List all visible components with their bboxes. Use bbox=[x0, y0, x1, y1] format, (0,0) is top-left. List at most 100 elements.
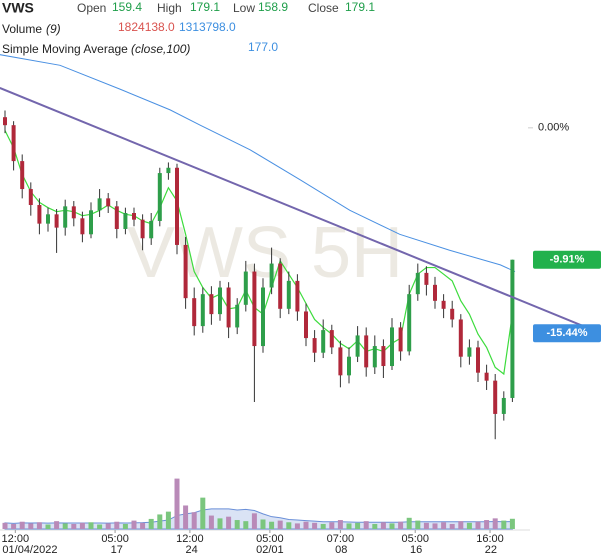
x-date-label: 02/01 bbox=[256, 544, 284, 556]
symbol: VWS bbox=[2, 0, 34, 16]
candle-body bbox=[261, 287, 265, 347]
trend-line bbox=[0, 86, 601, 335]
candle-body bbox=[89, 210, 93, 235]
volume-value: 1824138.0 bbox=[118, 20, 175, 34]
last-value-label: -9.91% bbox=[550, 254, 585, 266]
volume-bar bbox=[466, 522, 472, 529]
candle-body bbox=[441, 300, 446, 309]
candle-body bbox=[166, 167, 171, 174]
candle-body bbox=[510, 259, 515, 398]
volume-bar bbox=[286, 522, 292, 529]
volume-bar bbox=[200, 497, 206, 529]
sma-value: 177.0 bbox=[248, 40, 278, 54]
candle-body bbox=[458, 319, 463, 357]
candle-body bbox=[381, 346, 386, 367]
low-value: 158.9 bbox=[258, 0, 288, 14]
candle-body bbox=[243, 271, 248, 305]
x-date-label: 01/04/2022 bbox=[2, 544, 57, 556]
open-label: Open bbox=[77, 1, 106, 15]
candle-body bbox=[175, 167, 179, 245]
candle-body bbox=[183, 244, 188, 299]
volume-bar bbox=[54, 521, 60, 529]
last-value-box bbox=[533, 324, 601, 343]
candle-body bbox=[235, 304, 240, 328]
volume-bar bbox=[372, 523, 378, 529]
candle-body bbox=[269, 263, 274, 288]
volume-bar bbox=[217, 518, 223, 529]
volume-bar bbox=[320, 523, 326, 529]
candle-body bbox=[28, 189, 33, 206]
volume-ma-value: 1313798.0 bbox=[179, 20, 236, 34]
volume-bar bbox=[122, 523, 128, 529]
candle-body bbox=[390, 327, 394, 367]
volume-param: (9) bbox=[46, 22, 61, 36]
candle-body bbox=[63, 206, 68, 228]
sma-label: Simple Moving Average bbox=[2, 42, 128, 56]
volume-bar bbox=[131, 520, 137, 529]
volume-bar bbox=[97, 524, 103, 529]
high-value: 179.1 bbox=[190, 0, 220, 14]
x-tick-label: 12:00 bbox=[2, 533, 30, 545]
volume-bar bbox=[79, 522, 85, 529]
candle-body bbox=[433, 284, 437, 301]
volume-bar bbox=[62, 523, 68, 529]
volume-bar bbox=[174, 478, 180, 529]
volume-bar bbox=[441, 522, 447, 529]
x-date-label: 22 bbox=[485, 544, 497, 556]
candle-body bbox=[132, 213, 136, 220]
volume-bar bbox=[251, 513, 257, 529]
volume-bar bbox=[165, 511, 171, 529]
candle-body bbox=[295, 280, 300, 312]
candle-body bbox=[11, 125, 16, 162]
volume-bar bbox=[355, 522, 361, 529]
candle-body bbox=[407, 294, 412, 352]
volume-bar bbox=[449, 523, 455, 529]
volume-label: Volume bbox=[2, 22, 42, 36]
volume-bar bbox=[337, 520, 343, 529]
candle-body bbox=[200, 294, 205, 327]
candle-body bbox=[140, 219, 145, 239]
candle-body bbox=[149, 220, 154, 239]
candle-body bbox=[71, 206, 76, 219]
candle-body bbox=[338, 347, 343, 376]
candle-body bbox=[450, 308, 455, 320]
volume-bar bbox=[183, 505, 189, 529]
x-date-label: 16 bbox=[410, 544, 422, 556]
volume-bar bbox=[346, 523, 352, 529]
volume-bar bbox=[432, 523, 438, 529]
candle-body bbox=[493, 380, 498, 414]
volume-bar bbox=[191, 512, 197, 529]
volume-bar bbox=[484, 520, 490, 529]
candle-body bbox=[501, 397, 506, 414]
volume-bar bbox=[277, 520, 283, 529]
x-tick-label: 05:00 bbox=[401, 533, 429, 545]
volume-bar bbox=[140, 522, 146, 529]
volume-bar bbox=[105, 523, 111, 529]
candle-body bbox=[364, 335, 369, 368]
candle-body bbox=[46, 214, 50, 224]
volume-bar bbox=[19, 521, 25, 529]
volume-bar bbox=[389, 523, 395, 529]
candle-body bbox=[54, 214, 59, 228]
last-value-box bbox=[533, 250, 601, 269]
candle-body bbox=[424, 272, 429, 285]
volume-bar bbox=[269, 521, 275, 529]
candle-body bbox=[114, 206, 119, 229]
volume-bar bbox=[208, 515, 214, 529]
x-date-label: 24 bbox=[185, 544, 197, 556]
volume-bar bbox=[458, 521, 464, 529]
candle-body bbox=[3, 117, 7, 126]
candle-body bbox=[209, 294, 214, 315]
volume-bar bbox=[509, 518, 515, 529]
x-tick-label: 12:00 bbox=[176, 533, 204, 545]
volume-bar bbox=[114, 521, 120, 529]
open-value: 159.4 bbox=[112, 0, 142, 14]
volume-bar bbox=[45, 524, 51, 529]
candle-body bbox=[80, 218, 85, 235]
close-value: 179.1 bbox=[345, 0, 375, 14]
candle-body bbox=[484, 372, 489, 381]
volume-bar bbox=[312, 522, 318, 529]
candle-body bbox=[278, 263, 283, 309]
sma-line bbox=[0, 54, 516, 273]
